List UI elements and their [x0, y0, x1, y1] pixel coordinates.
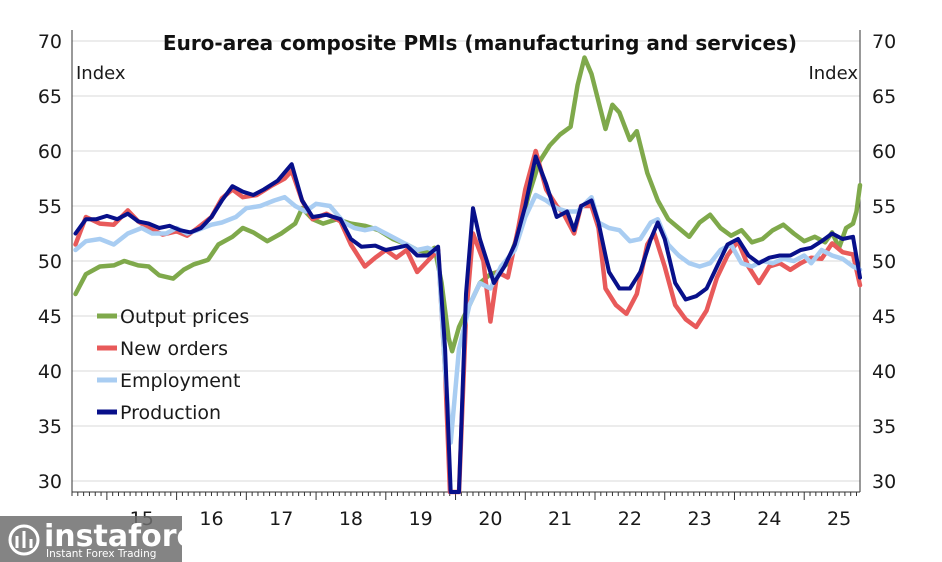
watermark: instaforex Instant Forex Trading [0, 516, 216, 562]
left-axis-unit: Index [76, 63, 126, 84]
y-tick-right-55: 55 [872, 196, 896, 218]
x-label-22: 22 [618, 508, 642, 530]
y-tick-left-40: 40 [38, 361, 62, 383]
legend: Output prices New orders Employment Product… [97, 306, 249, 424]
x-label-17: 17 [269, 508, 293, 530]
y-tick-left-30: 30 [38, 471, 62, 493]
y-tick-right-60: 60 [872, 141, 896, 163]
y-tick-right-45: 45 [872, 306, 896, 328]
chart-title: Euro-area composite PMIs (manufacturing … [163, 31, 797, 55]
y-tick-right-70: 70 [872, 31, 896, 53]
x-label-24: 24 [757, 508, 781, 530]
x-label-16: 16 [199, 508, 223, 530]
x-label-18: 18 [339, 508, 363, 530]
legend-label-output-prices: Output prices [120, 306, 249, 328]
y-tick-left-50: 50 [38, 251, 62, 273]
y-tick-right-30: 30 [872, 471, 896, 493]
x-label-19: 19 [409, 508, 433, 530]
legend-label-new-orders: New orders [120, 338, 228, 360]
x-label-23: 23 [688, 508, 712, 530]
y-tick-left-45: 45 [38, 306, 62, 328]
x-tick-marks [71, 492, 858, 500]
watermark-brand: instaforex [44, 519, 216, 554]
y-tick-left-35: 35 [38, 416, 62, 438]
right-y-tick-labels: 30 35 40 45 50 55 60 65 70 [872, 31, 896, 493]
x-label-20: 20 [478, 508, 502, 530]
x-year-labels: 1516171819202122232425 [130, 508, 852, 530]
series-line-production [73, 154, 862, 494]
left-y-tick-labels: 30 35 40 45 50 55 60 65 70 [38, 31, 62, 493]
y-tick-right-35: 35 [872, 416, 896, 438]
y-tick-right-50: 50 [872, 251, 896, 273]
y-tick-right-40: 40 [872, 361, 896, 383]
x-label-21: 21 [548, 508, 572, 530]
x-label-25: 25 [827, 508, 851, 530]
series-lines [73, 55, 863, 495]
y-tick-left-70: 70 [38, 31, 62, 53]
watermark-tagline: Instant Forex Trading [46, 548, 156, 560]
y-tick-left-65: 65 [38, 86, 62, 108]
legend-label-production: Production [120, 402, 221, 424]
watermark-logo-icon [8, 524, 40, 556]
y-tick-right-65: 65 [872, 86, 896, 108]
series-line-employment [73, 192, 863, 445]
legend-label-employment: Employment [120, 370, 240, 392]
right-axis-unit: Index [808, 63, 858, 84]
y-tick-left-55: 55 [38, 196, 62, 218]
y-tick-left-60: 60 [38, 141, 62, 163]
